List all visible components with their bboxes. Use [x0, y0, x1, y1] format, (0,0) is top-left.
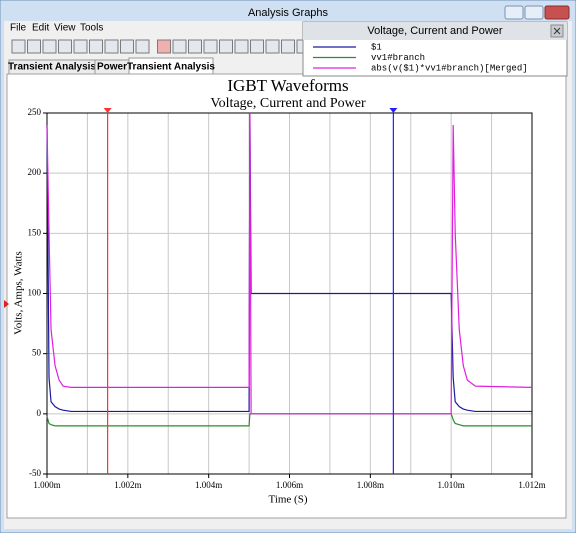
y-tick-label: 150 [28, 227, 42, 237]
x-tick-label: 1.008m [357, 480, 384, 490]
graph-pane [6, 73, 567, 519]
toolbar-button[interactable] [27, 39, 41, 54]
plot: 1.000m 1.002m 1.004m 1.006m 1.008m 1.010m 1.01… [28, 107, 546, 490]
legend-close-icon [553, 27, 561, 35]
x-tick-label: 1.004m [195, 480, 222, 490]
legend-label: vv1#branch [371, 53, 425, 63]
chart-title: IGBT Waveforms [227, 76, 348, 95]
toolbar-button[interactable] [73, 39, 88, 54]
y-tick-label: 100 [28, 288, 42, 298]
y-tick-label: 200 [28, 167, 42, 177]
x-tick-label: 1.002m [114, 480, 141, 490]
y-tick-label: 50 [32, 348, 42, 358]
x-tick-label: 1.012m [518, 480, 545, 490]
toolbar-button[interactable] [219, 39, 233, 54]
toolbar-button[interactable] [135, 39, 150, 54]
x-tick-label: 1.000m [33, 480, 60, 490]
menu-item[interactable]: File [10, 23, 27, 34]
menu-bar: File Edit View Tools [10, 23, 103, 34]
y-axis-label: Volts, Amps, Watts [13, 251, 25, 335]
window-title: Analysis Graphs [248, 7, 329, 19]
toolbar-button[interactable] [104, 39, 119, 54]
toolbar-button[interactable] [42, 39, 57, 54]
toolbar-button[interactable] [250, 39, 264, 54]
y-tick-label: -50 [29, 468, 41, 478]
y-tick-label: 0 [37, 408, 42, 418]
x-axis-label: Time (S) [268, 494, 307, 506]
toolbar-button[interactable] [234, 39, 249, 54]
tab-label: Transient Analysis [127, 62, 215, 73]
toolbar-button[interactable] [265, 39, 280, 54]
menu-item[interactable]: View [54, 23, 76, 34]
tab-label: Power [97, 62, 127, 73]
tab-bar: Transient Analysis Power Transient Analysi… [8, 57, 215, 75]
legend-title-bar [303, 22, 567, 40]
chart-subtitle: Voltage, Current and Power [210, 96, 366, 111]
legend-title: Voltage, Current and Power [367, 25, 502, 37]
toolbar-button[interactable] [89, 39, 103, 54]
maximize-button[interactable] [524, 5, 544, 20]
plot-frame [46, 112, 533, 475]
x-tick-label: 1.010m [438, 480, 465, 490]
legend-panel: Voltage, Current and Power $1vv1#brancha… [302, 21, 568, 77]
toolbar-button[interactable] [120, 39, 134, 54]
series-line [46, 112, 533, 415]
menu-item[interactable]: Edit [32, 23, 49, 34]
cursor-marker [4, 300, 9, 308]
toolbar-button[interactable] [188, 39, 202, 54]
cursor-handle[interactable] [103, 108, 112, 113]
toolbar-button[interactable] [157, 39, 171, 54]
toolbar-button[interactable] [281, 39, 295, 54]
toolbar-button[interactable] [172, 39, 187, 54]
toolbar-button[interactable] [11, 39, 26, 54]
menu-item[interactable]: Tools [80, 23, 103, 34]
x-tick-label: 1.006m [276, 480, 303, 490]
legend-label: $1 [371, 42, 382, 52]
minimize-button[interactable] [504, 5, 524, 20]
tab-label: Transient Analysis [8, 62, 96, 73]
y-tick-label: 250 [28, 107, 42, 117]
close-button[interactable] [544, 5, 570, 20]
cursor-handle[interactable] [389, 108, 398, 113]
legend-label: abs(v($1)*vv1#branch)[Merged] [371, 63, 528, 73]
toolbar-button[interactable] [58, 39, 72, 54]
toolbar-button[interactable] [203, 39, 218, 54]
